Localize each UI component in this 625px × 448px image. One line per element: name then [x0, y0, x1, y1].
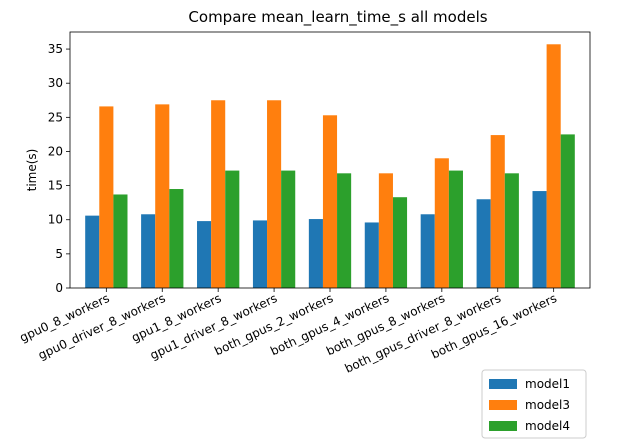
legend-swatch-model3 [489, 400, 517, 410]
bar-model3-both_gpus_driver_8_workers [490, 135, 505, 288]
bar-model4-gpu1_8_workers [225, 170, 240, 288]
legend-label-model1: model1 [525, 377, 570, 391]
bar-model3-both_gpus_16_workers [546, 44, 561, 289]
chart-title: Compare mean_learn_time_s all models [188, 8, 487, 27]
legend-swatch-model1 [489, 379, 517, 389]
bar-model1-both_gpus_driver_8_workers [476, 199, 491, 288]
legend: model1 model3 model4 [481, 369, 587, 439]
bar-model4-gpu0_8_workers [113, 194, 128, 288]
bar-model1-gpu1_driver_8_workers [252, 220, 268, 288]
bar-model1-both_gpus_8_workers [420, 214, 435, 288]
legend-swatch-model4 [489, 421, 517, 431]
bar-model4-both_gpus_16_workers [560, 134, 575, 288]
bar-model4-gpu1_driver_8_workers [281, 170, 296, 288]
y-tick-label: 5 [55, 247, 63, 261]
bar-model1-both_gpus_16_workers [532, 191, 547, 288]
bar-model4-both_gpus_8_workers [448, 170, 463, 288]
legend-label-model4: model4 [525, 419, 570, 433]
bars-layer [85, 44, 575, 289]
plot-frame [69, 31, 591, 289]
y-tick-label: 30 [48, 76, 63, 90]
bar-model3-both_gpus_2_workers [322, 115, 338, 288]
bar-model4-gpu0_driver_8_workers [169, 189, 184, 288]
y-tick-label: 15 [48, 179, 63, 193]
bar-model3-both_gpus_8_workers [434, 158, 449, 288]
legend-label-model3: model3 [525, 398, 570, 412]
bar-model1-gpu1_8_workers [197, 221, 212, 288]
y-tick-label: 35 [48, 42, 63, 56]
bar-model3-gpu0_driver_8_workers [155, 104, 170, 288]
bar-model1-gpu0_8_workers [85, 215, 100, 288]
x-axis: gpu0_8_workersgpu0_driver_8_workersgpu1_… [18, 288, 559, 376]
y-tick-label: 0 [55, 281, 63, 295]
bar-model4-both_gpus_4_workers [392, 197, 408, 288]
bar-model1-both_gpus_4_workers [364, 222, 379, 288]
y-tick-label: 25 [48, 110, 63, 124]
bar-model3-both_gpus_4_workers [378, 173, 393, 288]
bar-model1-both_gpus_2_workers [308, 219, 323, 288]
y-axis: 0 5 10 15 20 25 30 35 [48, 42, 70, 295]
bar-model4-both_gpus_2_workers [337, 173, 352, 288]
bar-model1-gpu0_driver_8_workers [141, 214, 156, 288]
y-tick-label: 20 [48, 144, 63, 158]
bar-model4-both_gpus_driver_8_workers [504, 173, 519, 288]
y-axis-label: time(s) [25, 149, 39, 192]
bar-model3-gpu0_8_workers [99, 106, 114, 288]
y-tick-label: 10 [48, 213, 63, 227]
bar-model3-gpu1_8_workers [211, 100, 226, 289]
bar-model3-gpu1_driver_8_workers [267, 100, 282, 289]
